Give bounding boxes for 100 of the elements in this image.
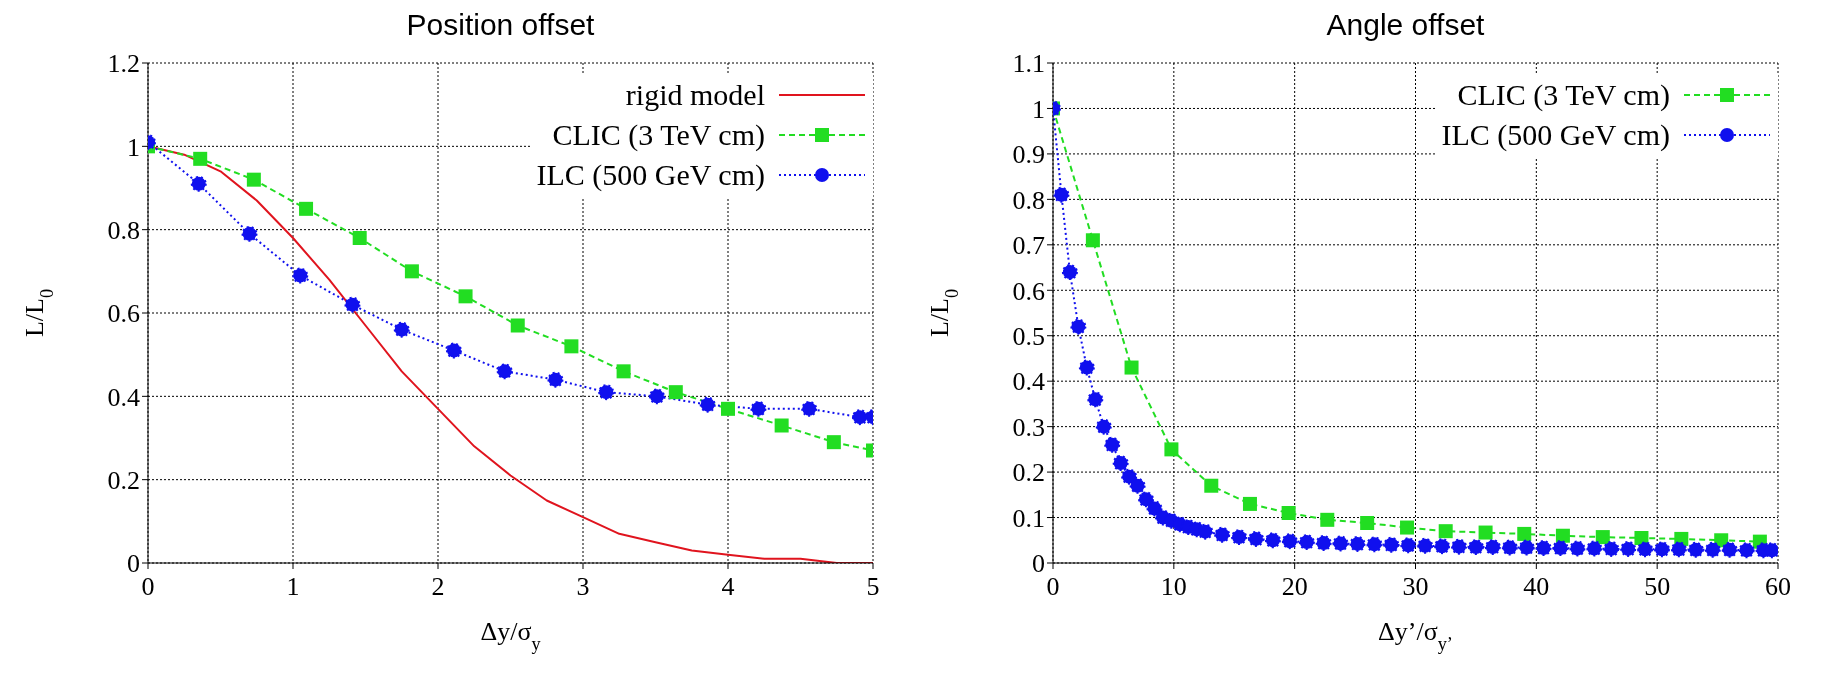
point xyxy=(393,321,410,338)
x-tick-label: 10 xyxy=(1160,572,1187,602)
x-axis-title: Δy’/σ$_{y’}$ xyxy=(1378,617,1453,654)
y-tick-label: 1.2 xyxy=(107,49,140,79)
point xyxy=(1204,478,1219,493)
point xyxy=(1434,538,1451,555)
point xyxy=(1231,529,1248,546)
chart-title: Position offset xyxy=(405,8,596,43)
point xyxy=(1366,536,1383,553)
point xyxy=(1138,491,1155,508)
point xyxy=(598,384,615,401)
point xyxy=(801,400,818,417)
point xyxy=(1061,264,1078,281)
point xyxy=(1104,436,1121,453)
point xyxy=(458,289,473,304)
point xyxy=(851,409,868,426)
point xyxy=(1248,530,1264,547)
x-tick-label: 2 xyxy=(431,572,445,602)
point xyxy=(699,396,716,413)
y-tick-label: 0.6 xyxy=(1012,276,1045,306)
point xyxy=(1264,532,1281,549)
point xyxy=(246,172,261,187)
point xyxy=(648,388,665,405)
point xyxy=(445,342,462,359)
point xyxy=(1095,418,1112,435)
point xyxy=(750,400,767,417)
point xyxy=(1070,318,1087,335)
point xyxy=(1121,468,1138,485)
point xyxy=(1400,520,1415,535)
x-tick-label: 50 xyxy=(1644,572,1671,602)
y-tick-label: 0.1 xyxy=(1012,503,1045,533)
point xyxy=(1438,524,1453,539)
point xyxy=(1124,360,1139,375)
point xyxy=(1670,541,1687,558)
y-tick-label: 0.2 xyxy=(1012,458,1045,488)
x-tick-label: 3 xyxy=(576,572,590,602)
legend-label: CLIC (3 TeV cm) xyxy=(552,118,765,152)
point xyxy=(1535,540,1552,556)
point xyxy=(1164,442,1179,457)
point xyxy=(1214,526,1231,543)
point xyxy=(1315,535,1332,551)
point xyxy=(1112,455,1129,471)
point xyxy=(299,201,314,216)
point xyxy=(352,231,367,245)
y-tick-label: 0.7 xyxy=(1012,231,1045,261)
y-tick-label: 1 xyxy=(127,132,140,162)
x-axis-title: Δy/σ$_{y}$ xyxy=(480,617,542,654)
point xyxy=(190,175,207,192)
y-tick-label: 0.8 xyxy=(107,215,140,245)
point xyxy=(193,151,208,166)
point xyxy=(1242,496,1257,511)
point xyxy=(1654,541,1670,558)
point xyxy=(1053,186,1070,203)
point xyxy=(1129,477,1146,494)
point xyxy=(1298,534,1315,551)
point xyxy=(1620,540,1637,557)
point xyxy=(1087,391,1104,408)
point xyxy=(510,318,525,333)
point xyxy=(1085,233,1100,248)
point xyxy=(404,264,419,279)
point xyxy=(616,364,631,379)
y-tick-label: 0.3 xyxy=(1012,412,1045,442)
y-tick-label: 1 xyxy=(1032,94,1045,124)
point xyxy=(292,267,309,284)
x-tick-label: 5 xyxy=(866,572,880,602)
point xyxy=(1586,540,1603,557)
y-tick-label: 0.9 xyxy=(1012,140,1045,170)
x-tick-label: 4 xyxy=(721,572,735,602)
legend-label: CLIC (3 TeV cm) xyxy=(1457,78,1670,112)
point xyxy=(1484,539,1501,556)
point xyxy=(1400,537,1417,554)
point xyxy=(826,435,841,450)
x-tick-label: 1 xyxy=(286,572,300,602)
point xyxy=(721,401,735,416)
x-tick-label: 30 xyxy=(1402,572,1429,602)
x-tick-label: 60 xyxy=(1765,572,1791,602)
point xyxy=(1721,541,1738,558)
y-tick-label: 0 xyxy=(1032,549,1045,579)
point xyxy=(1637,541,1654,558)
point xyxy=(547,371,564,388)
y-tick-label: 0.2 xyxy=(107,465,140,495)
point xyxy=(1197,523,1214,540)
y-tick-label: 0.6 xyxy=(107,299,140,329)
y-tick-label: 0.8 xyxy=(1012,185,1045,215)
x-tick-label: 40 xyxy=(1523,572,1550,602)
y-tick-label: 0.4 xyxy=(107,382,140,412)
point xyxy=(1552,540,1569,556)
y-tick-label: 0.5 xyxy=(1012,321,1045,351)
point xyxy=(1569,540,1586,557)
point xyxy=(1332,535,1349,552)
point xyxy=(1467,539,1484,556)
point xyxy=(1738,542,1755,559)
point xyxy=(1281,533,1298,550)
point xyxy=(1595,530,1610,545)
point xyxy=(1281,506,1296,520)
point xyxy=(496,363,513,380)
point xyxy=(1517,526,1532,541)
legend-label: ILC (500 GeV cm) xyxy=(536,158,765,192)
point xyxy=(1078,359,1095,376)
point xyxy=(1555,528,1570,543)
